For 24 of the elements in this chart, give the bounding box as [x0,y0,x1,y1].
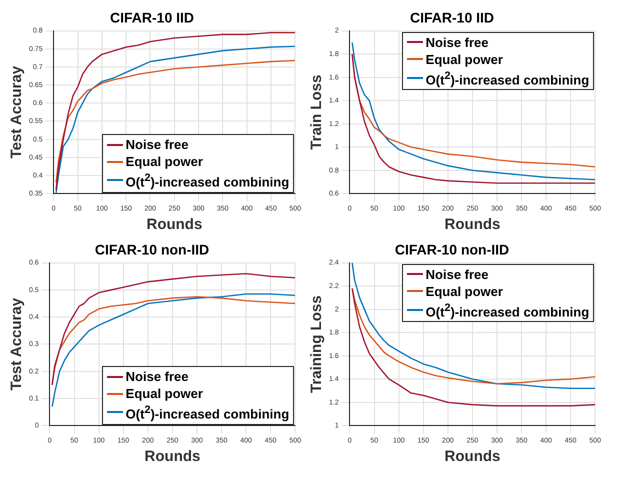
x-axis-title: Rounds [144,448,200,466]
legend-label: O(t$^{2}$)-increased combining [126,403,290,423]
legend-label: O(t$^{2}$)-increased combining [426,68,590,88]
legend-label: Noise free [126,136,189,154]
legend-label: Equal power [426,282,503,300]
x-axis-title: Rounds [444,448,500,466]
y-axis-title: Training Loss [308,295,326,393]
chart-title: CIFAR-10 non-IID [94,241,210,258]
chart-title: CIFAR-10 non-IID [394,241,510,258]
chart-title: CIFAR-10 IID [110,9,194,26]
legend-label: O(t$^{2}$)-increased combining [126,171,290,191]
legend-label: Noise free [126,368,189,386]
legend-label: Equal power [426,50,503,68]
legend-label: O(t$^{2}$)-increased combining [426,300,590,320]
chart-title: CIFAR-10 IID [410,9,494,26]
y-axis-title: Train Loss [308,74,326,150]
legend-label: Noise free [426,266,489,283]
x-axis-title: Rounds [146,216,202,234]
x-axis-title: Rounds [444,216,500,234]
legend-label: Noise free [426,34,489,51]
legend-label: Equal power [126,385,203,402]
y-axis-title: Test Accuray [8,297,26,390]
legend-label: Equal power [126,153,203,170]
y-axis-title: Test Accuray [8,65,26,158]
